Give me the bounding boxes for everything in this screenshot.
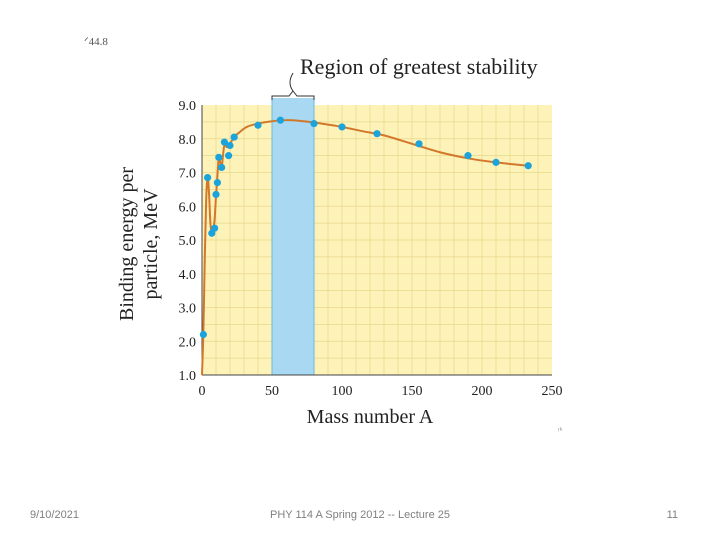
data-point bbox=[199, 330, 207, 339]
data-point bbox=[373, 130, 381, 138]
data-point bbox=[204, 173, 212, 182]
data-point bbox=[218, 163, 226, 172]
y-tick-label: 6.0 bbox=[179, 200, 197, 215]
data-point bbox=[276, 116, 284, 124]
data-point bbox=[230, 133, 238, 141]
data-point bbox=[226, 141, 234, 150]
data-point bbox=[254, 121, 262, 129]
data-point bbox=[464, 152, 472, 160]
y-tick-label: 3.0 bbox=[179, 302, 197, 317]
x-tick-label: 100 bbox=[332, 384, 353, 399]
y-tick-label: 8.0 bbox=[179, 133, 197, 148]
x-tick-label: 250 bbox=[542, 384, 563, 399]
data-point bbox=[524, 162, 532, 170]
footer-title: PHY 114 A Spring 2012 -- Lecture 25 bbox=[270, 509, 450, 521]
data-point bbox=[213, 179, 221, 187]
data-point bbox=[211, 224, 219, 232]
stability-region-band bbox=[272, 98, 314, 375]
footer-date: 9/10/2021 bbox=[30, 509, 79, 521]
y-axis-label-line1: Binding energy per bbox=[116, 167, 138, 321]
plot-area: 0 50 100 150 200 250 1.0 2.0 3.0 4.0 5.0 6.0 7.0 8.0 9… bbox=[179, 72, 563, 399]
y-tick-label: 2.0 bbox=[179, 335, 197, 350]
y-tick-label: 7.0 bbox=[179, 167, 197, 182]
x-tick-label: 50 bbox=[265, 384, 279, 399]
data-point bbox=[415, 140, 423, 148]
y-tick-label: 5.0 bbox=[179, 234, 197, 249]
chart-title: Region of greatest stability bbox=[300, 54, 538, 79]
y-tick-label: 4.0 bbox=[179, 268, 197, 283]
x-axis-label: Mass number A bbox=[307, 406, 434, 428]
data-point bbox=[492, 158, 500, 166]
data-point bbox=[215, 153, 223, 161]
y-tick-label: 9.0 bbox=[179, 99, 197, 114]
data-point bbox=[220, 138, 228, 146]
x-tick-label: 0 bbox=[199, 384, 206, 399]
stability-pointer bbox=[289, 72, 294, 92]
corner-scan-text: ᐟ44.8 bbox=[84, 36, 108, 48]
corner-scan-mark: ᵎᵏ bbox=[558, 425, 562, 435]
x-tick-label: 150 bbox=[402, 384, 423, 399]
x-tick-label: 200 bbox=[472, 384, 493, 399]
y-axis-label-line2: particle, MeV bbox=[140, 188, 162, 300]
y-tick-label: 1.0 bbox=[179, 369, 197, 384]
data-point bbox=[338, 123, 346, 131]
data-point bbox=[310, 119, 318, 128]
data-point bbox=[212, 190, 220, 199]
data-point bbox=[225, 152, 233, 160]
footer-page-number: 11 bbox=[666, 509, 678, 521]
